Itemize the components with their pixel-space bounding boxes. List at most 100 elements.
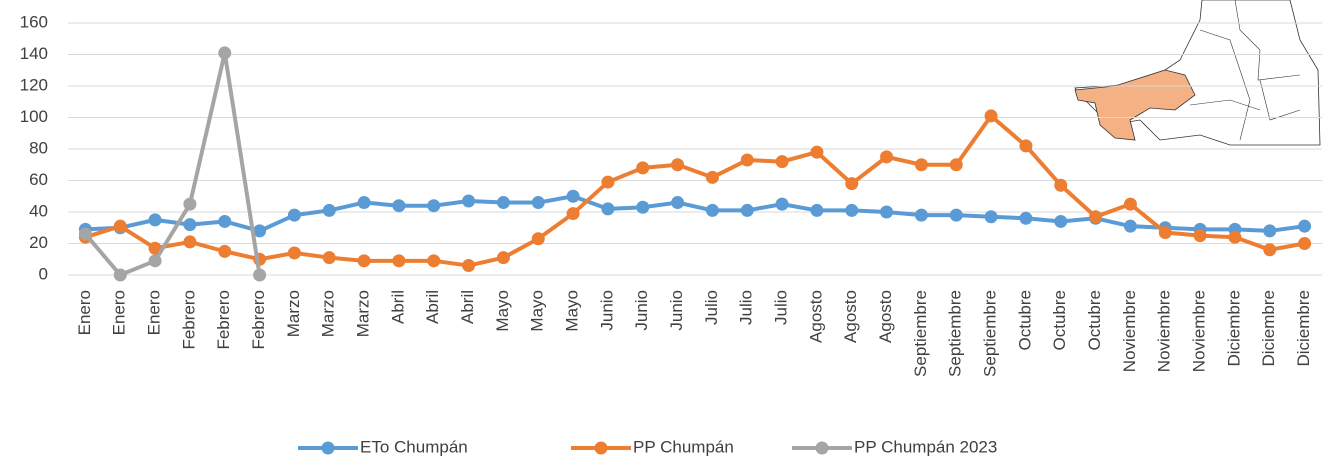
y-tick-label: 160 [20, 12, 48, 31]
data-point [148, 254, 162, 268]
data-point [113, 268, 127, 282]
y-tick-label: 40 [29, 201, 48, 220]
data-point [1123, 197, 1137, 211]
data-point [1054, 178, 1068, 192]
x-tick-label: Septiembre [911, 290, 930, 377]
data-point [671, 196, 685, 210]
legend-label: PP Chumpán 2023 [854, 437, 997, 456]
series-line [83, 50, 262, 277]
data-point [531, 196, 545, 210]
x-tick-label: Octubre [1085, 290, 1104, 350]
data-point [427, 199, 441, 213]
series-line [85, 194, 1305, 233]
x-tick-label: Febrero [179, 290, 198, 350]
data-point [218, 46, 232, 60]
data-point [287, 246, 301, 260]
x-tick-label: Julio [737, 290, 756, 325]
map-inset [1074, 0, 1321, 146]
x-tick-label: Diciembre [1224, 290, 1243, 367]
data-point [183, 235, 197, 249]
data-point [218, 214, 232, 228]
y-tick-label: 20 [29, 233, 48, 252]
data-point [671, 158, 685, 172]
y-tick-label: 120 [20, 75, 48, 94]
data-point [810, 145, 824, 159]
data-point [1298, 237, 1312, 250]
data-point [740, 203, 754, 217]
data-point [253, 224, 267, 238]
x-tick-label: Agosto [806, 290, 825, 343]
y-tick-label: 80 [29, 138, 48, 157]
legend-label: PP Chumpán [633, 437, 734, 456]
legend-marker [321, 441, 335, 455]
data-point [496, 196, 510, 210]
x-tick-label: Marzo [354, 290, 373, 337]
x-tick-label: Noviembre [1120, 290, 1139, 372]
data-point [462, 194, 476, 208]
x-tick-label: Julio [772, 290, 791, 325]
x-tick-label: Abril [423, 290, 442, 324]
x-tick-label: Enero [75, 290, 94, 335]
data-point [427, 254, 441, 268]
data-point [183, 197, 197, 211]
x-tick-label: Noviembre [1190, 290, 1209, 372]
x-tick-label: Agosto [876, 290, 895, 343]
x-tick-label: Mayo [493, 290, 512, 332]
data-point [914, 158, 928, 172]
data-point [636, 200, 650, 214]
x-tick-label: Abril [388, 290, 407, 324]
data-point [566, 189, 580, 203]
legend-marker [815, 441, 829, 455]
data-point [705, 170, 719, 184]
x-tick-label: Octubre [1015, 290, 1034, 350]
x-tick-label: Febrero [249, 290, 268, 350]
x-tick-label: Julio [702, 290, 721, 325]
data-point [949, 208, 963, 222]
data-point [322, 251, 336, 265]
x-tick-label: Enero [145, 290, 164, 335]
data-point [322, 203, 336, 217]
data-point [914, 208, 928, 222]
data-point [113, 219, 127, 233]
data-point [984, 109, 998, 123]
x-tick-label: Junio [632, 290, 651, 331]
data-point [496, 251, 510, 265]
x-tick-label: Agosto [841, 290, 860, 343]
data-point [357, 254, 371, 268]
x-tick-label: Mayo [563, 290, 582, 332]
x-tick-label: Febrero [214, 290, 233, 350]
data-point [810, 203, 824, 217]
data-point [1263, 243, 1277, 257]
x-tick-label: Junio [667, 290, 686, 331]
legend-marker [594, 441, 608, 455]
data-point [845, 203, 859, 217]
data-point [984, 210, 998, 224]
data-point [1263, 224, 1277, 238]
data-point [1019, 139, 1033, 153]
data-point [148, 241, 162, 255]
data-point [740, 153, 754, 167]
data-point [775, 155, 789, 169]
data-point [880, 205, 894, 219]
data-point [880, 150, 894, 164]
data-point [1089, 210, 1103, 224]
data-point [1123, 219, 1137, 233]
x-tick-label: Enero [110, 290, 129, 335]
x-tick-label: Diciembre [1294, 290, 1313, 367]
data-point [1193, 229, 1207, 243]
x-tick-label: Septiembre [981, 290, 1000, 377]
legend-label: ETo Chumpán [360, 437, 468, 456]
data-point [845, 177, 859, 191]
data-point [392, 199, 406, 213]
x-tick-label: Noviembre [1155, 290, 1174, 372]
y-tick-label: 0 [39, 264, 48, 283]
x-tick-label: Junio [597, 290, 616, 331]
data-point [183, 218, 197, 232]
x-tick-label: Marzo [319, 290, 338, 337]
y-tick-label: 140 [20, 44, 48, 63]
data-point [705, 203, 719, 217]
data-point [78, 227, 92, 241]
x-tick-label: Diciembre [1259, 290, 1278, 367]
x-tick-label: Mayo [528, 290, 547, 332]
